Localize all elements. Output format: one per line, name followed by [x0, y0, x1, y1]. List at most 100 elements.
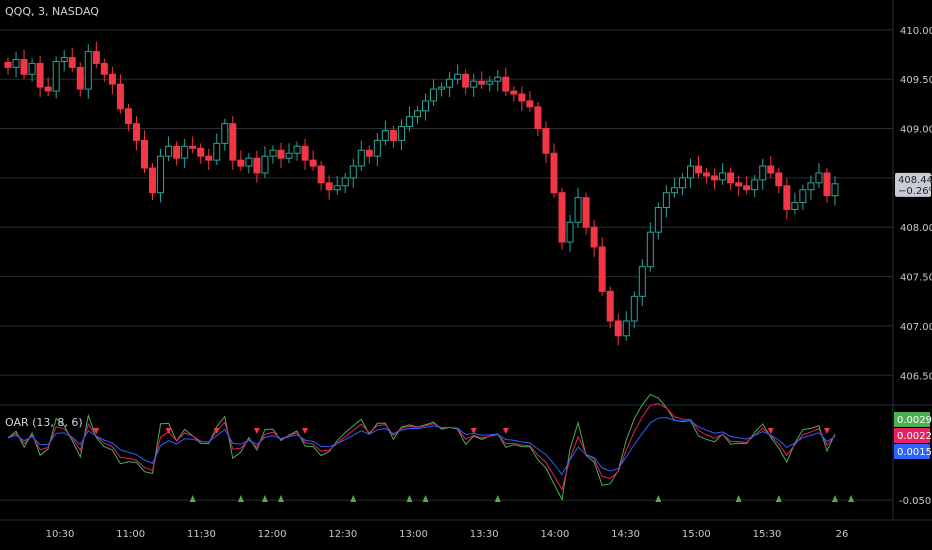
candle-body: [36, 62, 44, 88]
oscillator-value-label: 0.0029: [897, 415, 932, 426]
candle-body: [389, 130, 397, 141]
candle-body: [213, 142, 221, 161]
time-tick-label: 12:00: [258, 529, 287, 540]
time-tick-label: 14:30: [611, 529, 640, 540]
price-tick-label: 409.50: [900, 75, 932, 86]
buy-signal-marker: [735, 495, 742, 502]
candle-body: [381, 130, 389, 141]
candle-body: [807, 182, 815, 191]
candle-body: [566, 221, 574, 243]
oscillator-value-badge: [894, 412, 930, 427]
candle-body: [149, 167, 157, 194]
candle-body: [277, 149, 285, 159]
candle-body: [285, 152, 293, 159]
candle-body: [205, 155, 213, 161]
candle-body: [719, 172, 727, 181]
oscillator-slow-line: [7, 416, 836, 476]
buy-signal-marker: [261, 495, 268, 502]
oscillator-layer: [7, 393, 855, 502]
candle-body: [638, 266, 646, 297]
buy-signal-marker: [237, 495, 244, 502]
candle-body: [446, 78, 454, 88]
candle-body: [52, 60, 60, 92]
candle-body: [502, 76, 510, 92]
oscillator-value-badge: [894, 428, 930, 443]
buy-signal-marker: [775, 495, 782, 502]
candle-body: [711, 175, 719, 181]
time-tick-label: 13:30: [470, 529, 499, 540]
sell-signal-marker: [302, 428, 309, 434]
price-tick-label: 409.00: [900, 125, 932, 136]
candle-body: [245, 157, 253, 167]
sell-signal-marker: [165, 428, 172, 434]
time-tick-label: 15:00: [682, 529, 711, 540]
candle-body: [181, 145, 189, 159]
candle-body: [44, 86, 52, 92]
candle-body: [237, 159, 245, 167]
candle-body: [598, 246, 606, 292]
candle-body: [751, 179, 759, 191]
candle-body: [197, 147, 205, 157]
candle-body: [662, 192, 670, 209]
candle-body: [157, 155, 165, 194]
candle-body: [397, 126, 405, 141]
candle-body: [791, 202, 799, 210]
candle-body: [132, 123, 140, 141]
candle-body: [92, 51, 100, 64]
candle-body: [253, 157, 261, 174]
change-label: −0.26%: [898, 186, 932, 197]
candle-body: [269, 149, 277, 157]
last-price-badge: [895, 172, 931, 197]
candle-body: [462, 73, 470, 88]
candle-body: [590, 226, 598, 248]
sell-signal-marker: [253, 428, 260, 434]
time-tick-label: 11:30: [187, 529, 216, 540]
candle-body: [518, 93, 526, 102]
candle-body: [76, 66, 84, 90]
buy-signal-marker: [350, 495, 357, 502]
candle-body: [494, 76, 502, 82]
candle-body: [550, 152, 558, 194]
candle-body: [823, 172, 831, 197]
indicator-title[interactable]: OAR (13, 8, 6): [5, 416, 83, 429]
candle-body: [438, 86, 446, 90]
candle-body: [646, 231, 654, 268]
buy-signal-marker: [277, 495, 284, 502]
candle-body: [454, 73, 462, 80]
candle-body: [759, 165, 767, 181]
oscillator-fast-line: [7, 393, 836, 501]
time-tick-label: 10:30: [46, 529, 75, 540]
candle-body: [558, 192, 566, 243]
candle-body: [221, 123, 229, 144]
candle-body: [309, 159, 317, 167]
candle-body: [743, 185, 751, 191]
oscillator-mid-line: [7, 403, 836, 491]
candle-body: [815, 172, 823, 184]
candle-body: [470, 80, 478, 88]
candle-body: [173, 145, 181, 159]
sell-signal-marker: [823, 428, 830, 434]
candle-body: [614, 320, 622, 337]
candle-body: [606, 290, 614, 322]
price-tick-label: 410.00: [900, 26, 932, 37]
candle-body: [727, 172, 735, 184]
price-tick-label: 407.50: [900, 273, 932, 284]
candles-layer: [4, 41, 839, 346]
candle-body: [574, 197, 582, 223]
candle-body: [325, 182, 333, 191]
sell-signal-marker: [470, 428, 477, 434]
candle-body: [12, 58, 20, 68]
candle-body: [422, 100, 430, 112]
price-tick-label: 408.00: [900, 223, 932, 234]
buy-signal-marker: [422, 495, 429, 502]
candle-body: [108, 73, 116, 85]
oscillator-value-badge: [894, 444, 930, 459]
candle-body: [775, 172, 783, 187]
symbol-title[interactable]: QQQ, 3, NASDAQ: [5, 5, 99, 18]
buy-signal-marker: [406, 495, 413, 502]
buy-signal-marker: [655, 495, 662, 502]
candle-body: [735, 182, 743, 187]
candle-body: [534, 106, 542, 130]
